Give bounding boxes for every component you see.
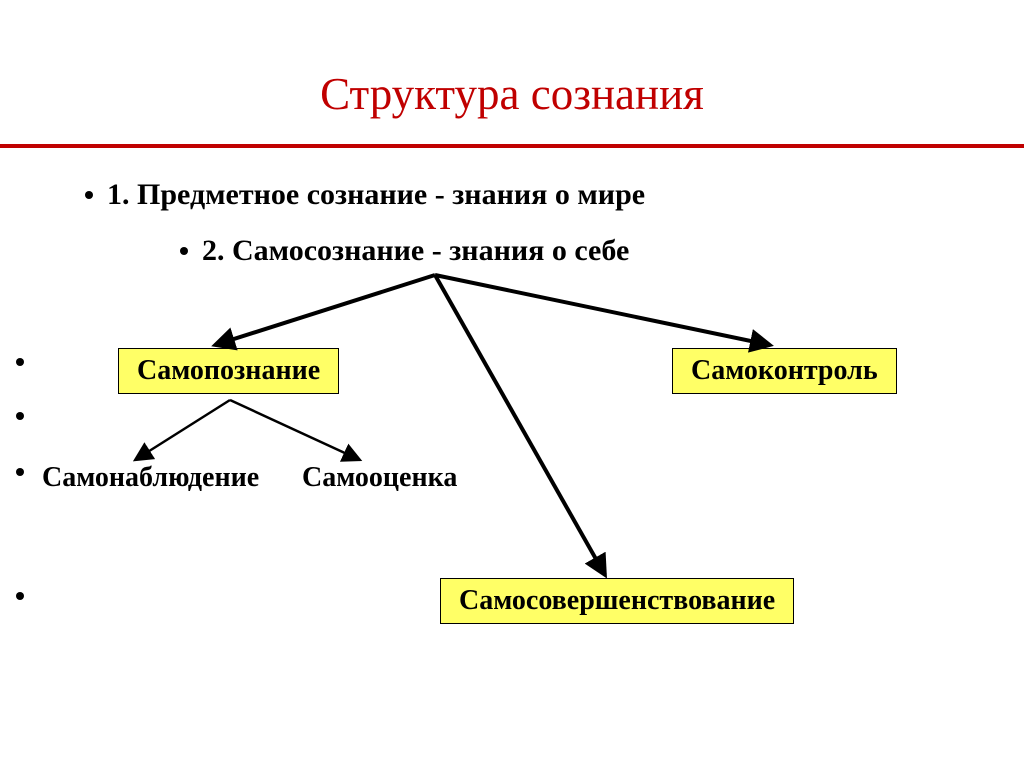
box3-text: Самосовершенствование	[459, 585, 775, 616]
box1-text: Самопознание	[137, 355, 320, 386]
bullet-item-1: 1. Предметное сознание - знания о мире	[85, 178, 645, 212]
title-divider	[0, 144, 1024, 148]
side-bullet-icon	[16, 592, 24, 600]
box-самоконтроль: Самоконтроль	[672, 348, 897, 394]
item2-text: 2. Самосознание - знания о себе	[202, 234, 629, 268]
leaf1-text: Самонаблюдение	[42, 462, 259, 493]
box2-text: Самоконтроль	[691, 355, 878, 386]
bullet-dot-icon	[85, 191, 93, 199]
leaf-самонаблюдение: Самонаблюдение	[42, 462, 259, 494]
diagram-title: Структура сознания	[0, 0, 1024, 120]
bullet-item-2: 2. Самосознание - знания о себе	[180, 234, 629, 268]
leaf2-text: Самооценка	[302, 462, 457, 493]
box-самопознание: Самопознание	[118, 348, 339, 394]
side-bullet-icon	[16, 358, 24, 366]
side-bullet-icon	[16, 412, 24, 420]
bullet-dot-icon	[180, 247, 188, 255]
side-bullet-icon	[16, 468, 24, 476]
item1-text: 1. Предметное сознание - знания о мире	[107, 178, 645, 212]
leaf-самооценка: Самооценка	[302, 462, 457, 494]
box-самосовершенствование: Самосовершенствование	[440, 578, 794, 624]
title-text: Структура сознания	[320, 69, 704, 119]
